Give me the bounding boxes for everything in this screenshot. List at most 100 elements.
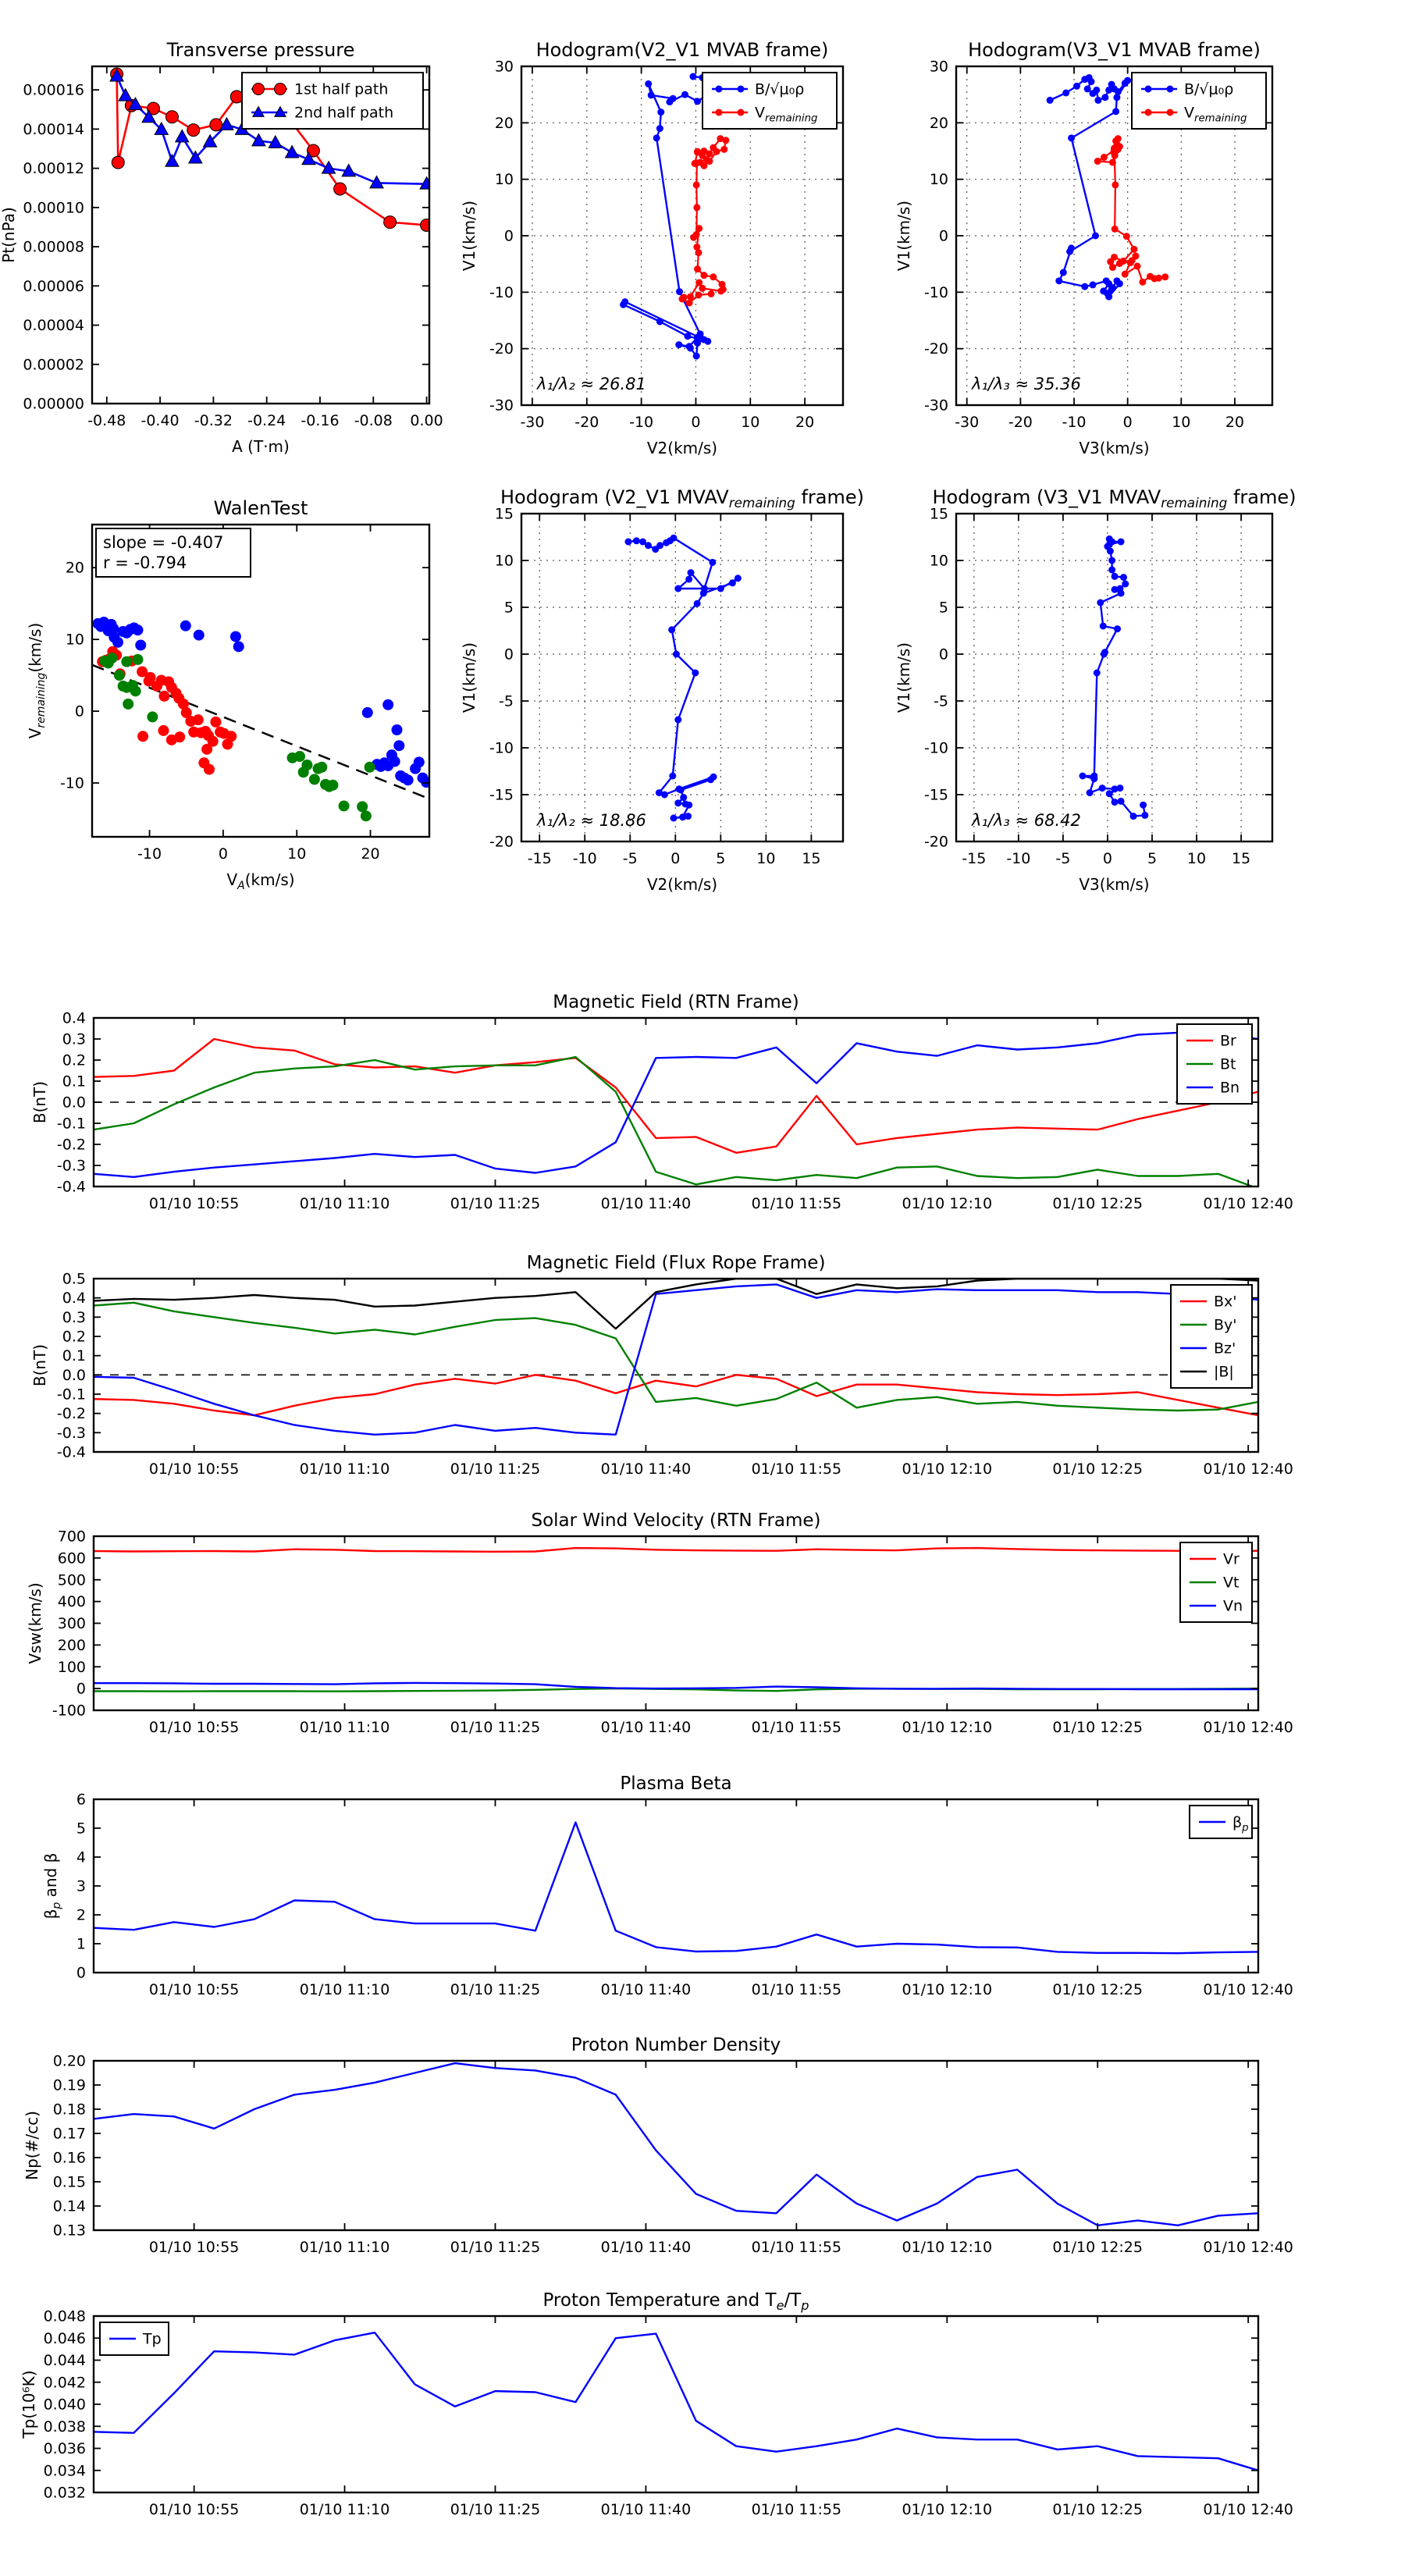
triangle-marker: [174, 129, 190, 143]
dot-marker: [660, 791, 668, 799]
y-tick-label: -10: [60, 775, 84, 792]
dot-marker: [674, 716, 682, 724]
y-tick-label: 0.19: [53, 2077, 86, 2094]
dot-marker: [710, 273, 717, 281]
legend-label: Br: [1220, 1033, 1236, 1050]
dot-marker: [402, 774, 414, 786]
y-tick-label: 0.14: [53, 2198, 86, 2215]
y-tick-label: 0.00016: [23, 82, 84, 99]
dot-marker: [327, 779, 339, 791]
dot-marker: [203, 763, 215, 775]
panel-magnetic-field-flux-rope: 01/10 10:55 01/10 11:10 01/10 11:25 01/10 1…: [30, 1253, 1293, 1478]
x-axis-label: V3(km/s): [1079, 875, 1149, 894]
y-tick-label: -0.3: [57, 1425, 86, 1442]
circle-marker: [333, 182, 347, 196]
dot-marker: [180, 706, 192, 718]
x-tick-label: 01/10 12:25: [1052, 1719, 1143, 1736]
dot-marker: [1087, 78, 1095, 86]
y-axis-label: Pt(nPa): [0, 207, 18, 263]
y-tick-label: 0.00008: [23, 239, 84, 256]
x-tick-label: 0: [1103, 850, 1112, 867]
legend: βp: [1189, 1805, 1253, 1839]
triangle-marker: [128, 96, 143, 110]
dot-marker: [692, 352, 700, 360]
y-tick-label: -20: [489, 340, 514, 358]
y-tick-label: -20: [489, 834, 514, 851]
y-tick-label: 0.15: [53, 2174, 86, 2191]
x-axis-label: VA(km/s): [226, 870, 294, 892]
x-tick-label: 01/10 11:25: [450, 2239, 541, 2256]
dot-marker: [647, 91, 655, 99]
dot-marker: [699, 589, 707, 597]
x-tick-label: 20: [1225, 414, 1244, 431]
chart-title: Proton Number Density: [571, 2035, 781, 2055]
dot-marker: [680, 794, 688, 802]
panel-walen-test: -10 0 10 20 -10 0 10 20 WalenTest VA(km/s) Vremain…: [26, 497, 431, 892]
x-tick-label: 01/10 11:40: [601, 2239, 692, 2256]
dot-marker: [693, 159, 701, 167]
y-tick-label: 0.17: [53, 2126, 86, 2143]
legend-box: [241, 72, 424, 130]
legend-label: βp: [1232, 1814, 1249, 1834]
triangle-marker: [141, 109, 156, 123]
dot-marker: [1062, 89, 1070, 97]
series-vr: [94, 1546, 1258, 1553]
x-tick-label: 01/10 11:40: [601, 1719, 692, 1736]
x-tick-label: 20: [361, 845, 379, 863]
dot-marker: [1094, 96, 1102, 104]
dot-marker: [657, 109, 665, 116]
series-group: [1046, 73, 1169, 301]
dot-marker: [676, 288, 684, 296]
dot-marker: [1111, 151, 1119, 159]
y-tick-label: -30: [489, 397, 514, 415]
dot-marker: [674, 799, 682, 807]
dot-marker: [1108, 264, 1116, 272]
dot-marker: [1119, 574, 1127, 582]
y-tick-label: 300: [58, 1615, 86, 1632]
circle-marker: [420, 218, 429, 232]
dot-marker: [229, 631, 241, 642]
dot-marker: [1097, 599, 1104, 607]
dot-marker: [391, 724, 403, 735]
y-tick-label: 0.048: [44, 2308, 86, 2325]
y-tick-label: -10: [489, 284, 514, 301]
y-tick-label: 0.3: [62, 1309, 86, 1326]
y-axis-label: Vremaining(km/s): [26, 623, 48, 739]
dot-marker: [1100, 650, 1108, 658]
y-axis-label: V1(km/s): [460, 201, 478, 271]
x-tick-label: 01/10 11:25: [450, 1719, 541, 1736]
x-tick-label: 01/10 11:25: [450, 1195, 541, 1212]
legend-label: B/√μ₀ρ: [755, 81, 804, 98]
dot-marker: [393, 740, 405, 752]
lambda-annotation: λ₁/λ₃ ≈ 35.36: [971, 375, 1081, 393]
dot-marker: [1144, 85, 1152, 93]
x-tick-label: 01/10 12:40: [1203, 2501, 1293, 2518]
dot-marker: [624, 538, 632, 546]
dot-marker: [1124, 76, 1132, 84]
dot-marker: [1108, 158, 1116, 166]
dot-marker: [669, 94, 677, 102]
dot-marker: [720, 145, 728, 153]
x-tick-label: 0: [670, 850, 680, 867]
dot-marker: [1115, 279, 1123, 287]
dot-marker: [699, 284, 706, 292]
triangle-marker: [187, 150, 203, 164]
x-tick-label: 01/10 11:10: [300, 1981, 390, 1998]
dot-marker: [1101, 94, 1109, 101]
dot-marker: [737, 109, 745, 116]
x-tick-label: -10: [1006, 850, 1030, 867]
dot-marker: [137, 666, 148, 678]
panel-solar-wind-velocity: 01/10 10:55 01/10 11:10 01/10 11:25 01/10 1…: [26, 1510, 1293, 1736]
circle-marker: [209, 118, 223, 132]
panel-hodogram-v2v1-mvab: -30 -20 -10 0 10 20 -30 -20 -10 0 10 20 30 Hodogram(V…: [460, 39, 845, 457]
dot-marker: [1154, 274, 1162, 282]
y-tick-label: 0.00014: [23, 121, 84, 138]
dot-marker: [1111, 572, 1119, 580]
y-axis-label: V1(km/s): [460, 642, 478, 713]
dot-marker: [684, 333, 692, 340]
dot-marker: [1117, 538, 1125, 546]
chart-title: Hodogram (V3_V1 MVAVremaining frame): [932, 486, 1296, 511]
dot-marker: [1108, 557, 1116, 564]
series-group: [1079, 535, 1149, 820]
